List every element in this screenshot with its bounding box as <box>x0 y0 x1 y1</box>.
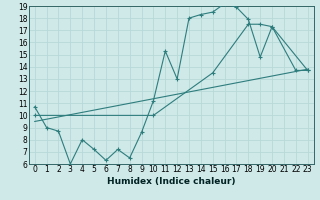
X-axis label: Humidex (Indice chaleur): Humidex (Indice chaleur) <box>107 177 236 186</box>
